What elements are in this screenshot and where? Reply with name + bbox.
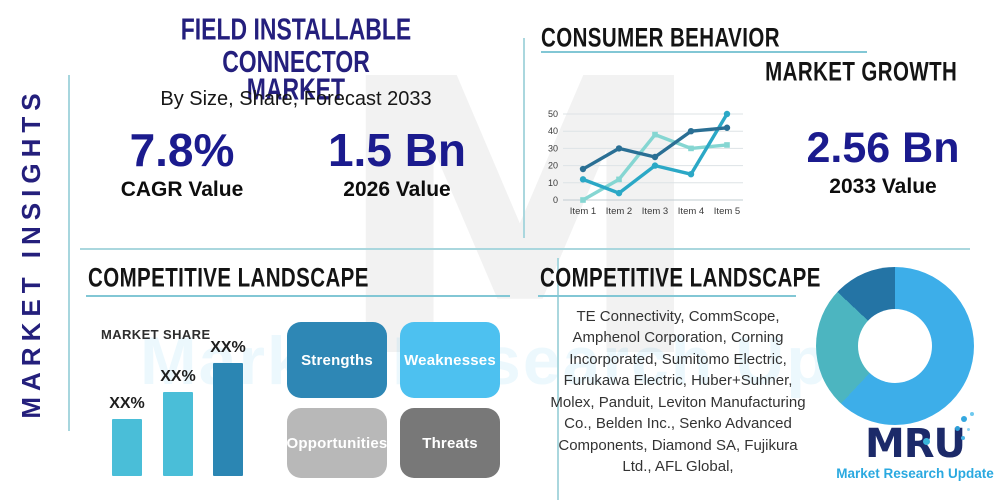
swot-grid: Strengths Weaknesses Opportunities Threa… — [287, 322, 500, 478]
page-title-line1: FIELD INSTALLABLE CONNECTOR — [180, 12, 412, 79]
horizontal-divider — [80, 248, 970, 250]
consumer-behavior-title: CONSUMER BEHAVIOR — [541, 22, 780, 54]
series-medium-teal-point — [615, 189, 623, 197]
company-list: TE Connectivity, CommScope, Amphenol Cor… — [550, 308, 806, 476]
consumer-behavior-underline — [541, 51, 867, 53]
logo-bubble-icon — [954, 426, 960, 431]
market-share-bar — [112, 419, 142, 476]
cagr-label: CAGR Value — [120, 178, 244, 202]
competitive-landscape-right-underline — [538, 295, 796, 297]
value-2026: 1.5 Bn — [327, 124, 467, 176]
sidebar-divider-line — [68, 75, 70, 431]
page-title: FIELD INSTALLABLE CONNECTOR MARKET — [80, 12, 512, 107]
cagr-value: 7.8% — [129, 124, 235, 176]
series-medium-teal-line — [581, 112, 729, 195]
competitive-landscape-right-title: COMPETITIVE LANDSCAPE — [540, 262, 821, 294]
series-medium-teal-point — [579, 176, 587, 183]
mru-logo: MRU Market Research Update — [830, 412, 1000, 481]
bar-value-label: XX% — [160, 368, 196, 385]
swot-opportunities: Opportunities — [287, 408, 387, 478]
competitive-right-left-border — [557, 258, 559, 500]
competitive-landscape-left-underline — [86, 295, 510, 297]
x-tick-label: Item 3 — [642, 206, 668, 217]
series-dark-blue-point — [579, 165, 587, 173]
series-medium-teal-point — [687, 171, 695, 178]
mru-logo-text: MRU — [865, 412, 974, 466]
watermark-text: Market Research Update — [140, 323, 860, 399]
logo-bubble-icon — [969, 412, 974, 416]
company-share-donut-chart — [816, 267, 974, 425]
y-tick-label: 20 — [548, 161, 558, 171]
label-2033: 2033 Value — [829, 175, 937, 199]
y-tick-label: 50 — [548, 109, 558, 119]
page-subtitle: By Size, Share, Forecast 2033 — [160, 88, 432, 110]
stat-cagr: 7.8% CAGR Value — [82, 126, 282, 202]
logo-droplet-icon — [922, 438, 930, 445]
competitive-landscape-left-title: COMPETITIVE LANDSCAPE — [88, 262, 369, 294]
market-growth-line-chart: 0 10 20 30 40 50 Item 1 Item 2 Item 3 Item 4 Item … — [548, 109, 743, 217]
series-light-teal-point — [652, 131, 658, 138]
series-light-teal-point — [688, 145, 694, 152]
watermark-letter: M — [330, 0, 710, 442]
x-tick-label: Item 2 — [606, 206, 632, 217]
market-share-label: MARKET SHARE — [101, 327, 211, 342]
market-share-bar — [163, 392, 193, 476]
series-dark-blue-point — [723, 124, 731, 131]
series-light-teal-point — [724, 142, 730, 148]
label-2026: 2026 Value — [343, 178, 451, 202]
swot-strengths: Strengths — [287, 322, 387, 398]
x-tick-label: Item 5 — [714, 206, 740, 217]
series-dark-blue-point — [651, 153, 659, 161]
value-2033: 2.56 Bn — [806, 124, 960, 172]
series-light-teal-point — [580, 197, 586, 203]
swot-weaknesses: Weaknesses — [400, 322, 500, 398]
series-dark-blue-point — [615, 145, 623, 152]
logo-bubble-icon — [960, 416, 967, 422]
series-medium-teal-point — [723, 110, 731, 118]
x-tick-label: Item 1 — [570, 206, 596, 217]
series-medium-teal-point — [651, 162, 659, 169]
series-dark-blue-point — [687, 128, 695, 135]
bar-value-label: XX% — [109, 395, 145, 412]
donut-hole — [858, 309, 932, 383]
y-tick-label: 0 — [553, 195, 558, 205]
market-share-bar — [213, 363, 243, 476]
consumer-behavior-left-border — [523, 38, 525, 238]
stat-2026-value: 1.5 Bn 2026 Value — [297, 126, 497, 202]
sidebar: MARKET INSIGHTS — [8, 75, 64, 431]
y-tick-label: 10 — [548, 178, 558, 188]
bar-value-label: XX% — [210, 339, 246, 356]
page-title-line2: MARKET — [246, 73, 346, 107]
market-growth-title: MARKET GROWTH — [764, 56, 957, 88]
series-light-teal-point — [616, 176, 622, 183]
swot-threats: Threats — [400, 408, 500, 478]
sidebar-vertical-label: MARKET INSIGHTS — [16, 87, 46, 419]
mru-logo-subtitle: Market Research Update — [836, 466, 994, 481]
x-tick-label: Item 4 — [678, 206, 704, 217]
logo-bubble-icon — [966, 428, 970, 431]
logo-bubble-icon — [960, 436, 965, 440]
market-share-bar-chart: XX% XX% XX% — [109, 338, 260, 476]
y-tick-label: 30 — [548, 143, 558, 153]
stat-2033-value: 2.56 Bn 2033 Value — [788, 124, 978, 199]
y-tick-label: 40 — [548, 126, 558, 136]
